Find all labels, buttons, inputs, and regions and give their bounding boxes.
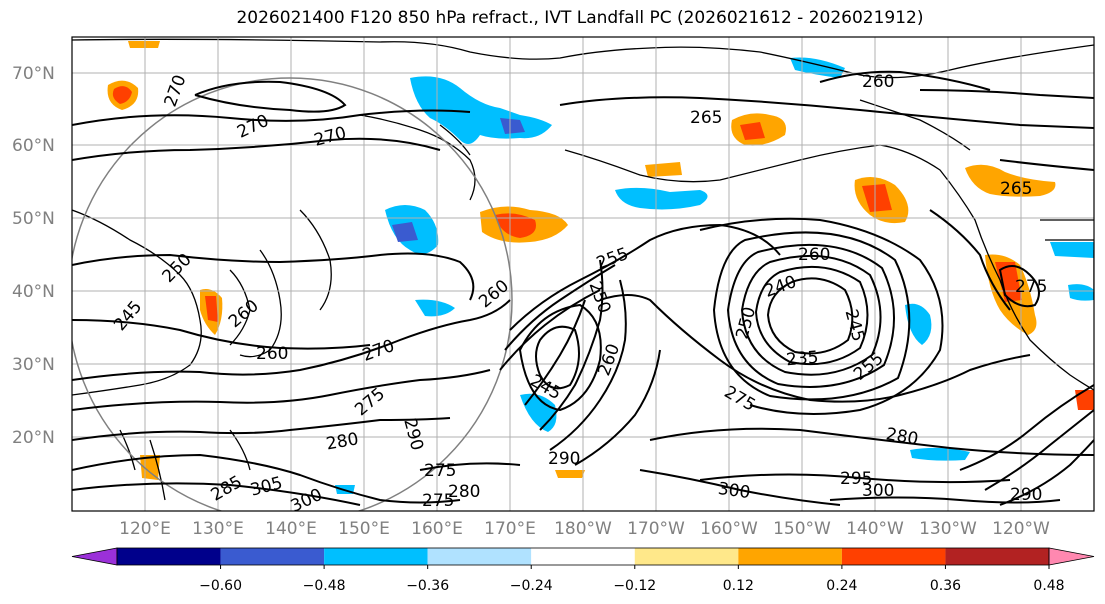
contour-label: 275	[1015, 277, 1047, 297]
lat-label-50n: 50°N	[12, 209, 55, 229]
contour-label: 290	[1010, 485, 1042, 505]
lon-label: 170°E	[484, 519, 536, 539]
lon-label: 140°E	[265, 519, 317, 539]
lon-label: 130°W	[919, 519, 977, 539]
range-circle	[72, 77, 513, 511]
colorbar-tick-label: −0.12	[613, 578, 656, 594]
lat-label-40n: 40°N	[12, 282, 55, 302]
colorbar-tick-label: 0.12	[723, 578, 754, 594]
contour-label: 280	[448, 482, 480, 502]
map-plot-area: 270 270 270 260 250 245 260 270 275 280 …	[72, 37, 1094, 511]
contour-label: 235	[785, 348, 819, 371]
lon-label: 180°W	[554, 519, 612, 539]
colorbar-tick-label: 0.36	[930, 578, 961, 594]
lon-label: 120°W	[992, 519, 1050, 539]
lat-label-20n: 20°N	[12, 428, 55, 448]
contour-label: 260	[798, 245, 830, 265]
lon-label: 160°W	[700, 519, 758, 539]
colorbar-extend-low	[71, 547, 118, 566]
colorbar-tick-label: −0.48	[303, 578, 346, 594]
contour-label: 275	[424, 461, 456, 481]
colorbar-tick-label: 0.48	[1033, 578, 1064, 594]
contour-label: 265	[1000, 179, 1032, 199]
colorbar-tick-label: −0.24	[510, 578, 553, 594]
lon-label: 160°E	[411, 519, 463, 539]
colorbar-tick-label: 0.24	[826, 578, 857, 594]
lon-label: 130°E	[192, 519, 244, 539]
contour-label: 300	[717, 479, 752, 503]
lat-label-60n: 60°N	[12, 136, 55, 156]
colorbar-segment	[945, 548, 1049, 565]
contour-label: 265	[690, 108, 722, 128]
colorbar-extend-high	[1048, 547, 1095, 566]
latitude-labels: 70°N 60°N 50°N 40°N 30°N 20°N	[12, 64, 55, 448]
colorbar-segment	[117, 548, 221, 565]
colorbar: −0.60 −0.48 −0.36 −0.24 −0.12 0.12 0.24 0.36 0.4…	[71, 547, 1095, 594]
contour-label: 260	[862, 72, 894, 92]
colorbar-segment	[324, 548, 428, 565]
colorbar-segments	[71, 547, 1095, 566]
map-frame	[71, 36, 1095, 512]
contour-label: 290	[548, 449, 580, 469]
colorbar-segment	[427, 548, 532, 565]
colorbar-segment	[634, 548, 739, 565]
contour-lines	[72, 70, 1094, 506]
refractivity-shading	[107, 41, 1094, 494]
colorbar-segment	[738, 548, 842, 565]
contour-label: 300	[862, 481, 894, 501]
lon-label: 140°W	[846, 519, 904, 539]
lon-label: 120°E	[119, 519, 171, 539]
contour-label: 295	[840, 469, 872, 489]
contour-label: 260	[256, 344, 288, 364]
colorbar-tick-label: −0.36	[406, 578, 449, 594]
colorbar-segment	[841, 548, 946, 565]
colorbar-ticks: −0.60 −0.48 −0.36 −0.24 −0.12 0.12 0.24 0.36 0.4…	[199, 565, 1065, 594]
map-title: 2026021400 F120 850 hPa refract., IVT La…	[236, 8, 924, 28]
contour-label: 275	[422, 491, 454, 511]
colorbar-tick-label: −0.60	[199, 578, 242, 594]
lon-label: 170°W	[627, 519, 685, 539]
longitude-labels: 120°E 130°E 140°E 150°E 160°E 170°E 180°…	[119, 519, 1050, 539]
colorbar-segment	[220, 548, 325, 565]
lat-label-70n: 70°N	[12, 64, 55, 84]
lat-label-30n: 30°N	[12, 355, 55, 375]
graticule	[72, 37, 1094, 511]
colorbar-segment	[531, 548, 635, 565]
lon-label: 150°W	[773, 519, 831, 539]
lon-label: 150°E	[338, 519, 390, 539]
colorbar-frame	[116, 547, 1050, 566]
coastlines	[72, 38, 1094, 501]
